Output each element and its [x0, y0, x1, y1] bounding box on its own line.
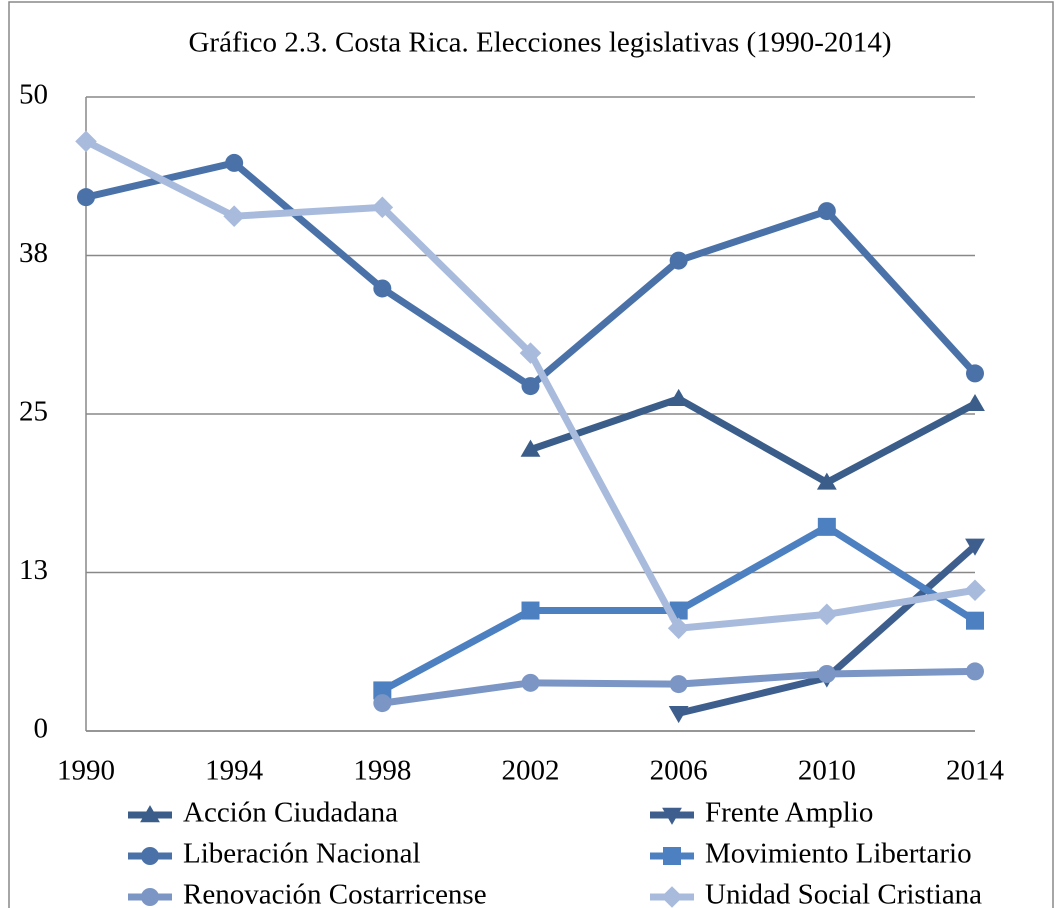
- legend-label: Frente Amplio: [705, 797, 873, 829]
- marker: [141, 888, 159, 906]
- y-tick-label: 0: [34, 713, 49, 745]
- marker: [966, 364, 984, 383]
- y-tick-label: 25: [19, 396, 48, 428]
- marker: [521, 377, 540, 396]
- marker: [521, 601, 540, 620]
- legend-label: Acción Ciudadana: [183, 797, 398, 829]
- legend-label: Liberación Nacional: [183, 838, 421, 870]
- marker: [75, 130, 97, 153]
- marker: [668, 388, 689, 406]
- marker: [667, 617, 690, 640]
- x-tick-label: 1998: [353, 755, 411, 787]
- series-line: [677, 543, 978, 717]
- marker: [223, 205, 245, 227]
- marker: [817, 202, 836, 221]
- legend-label: Unidad Social Cristiana: [705, 879, 982, 908]
- marker: [817, 664, 836, 683]
- marker: [816, 472, 837, 490]
- frame: [8, 1, 1054, 908]
- series-line: [529, 395, 977, 486]
- marker: [373, 694, 392, 713]
- marker: [966, 662, 984, 681]
- y-tick-label: 38: [19, 237, 48, 269]
- marker: [817, 517, 836, 536]
- marker: [669, 675, 688, 694]
- marker: [141, 847, 159, 865]
- marker: [371, 196, 394, 219]
- marker: [816, 603, 838, 626]
- marker: [140, 805, 160, 823]
- y-tick-label: 50: [19, 79, 48, 111]
- marker: [77, 188, 95, 207]
- x-tick-label: 2014: [946, 755, 1005, 787]
- marker: [373, 681, 392, 700]
- marker: [662, 807, 682, 825]
- marker: [965, 393, 985, 412]
- marker: [668, 706, 689, 724]
- y-tick-label: 13: [19, 554, 48, 586]
- marker: [373, 279, 392, 298]
- marker: [519, 342, 542, 364]
- legend-label: Movimiento Libertario: [705, 838, 972, 870]
- chart-title: Gráfico 2.3. Costa Rica. Elecciones legi…: [188, 27, 891, 59]
- x-tick-label: 2010: [798, 755, 856, 787]
- marker: [669, 251, 688, 270]
- marker: [521, 673, 540, 692]
- marker: [661, 886, 683, 908]
- marker: [225, 153, 244, 172]
- x-tick-label: 2002: [502, 755, 560, 787]
- marker: [966, 611, 984, 630]
- x-tick-label: 2006: [650, 755, 708, 787]
- marker: [964, 579, 986, 602]
- marker: [663, 847, 681, 865]
- marker: [965, 538, 985, 556]
- x-tick-label: 1994: [205, 755, 264, 787]
- x-tick-label: 1990: [57, 755, 115, 787]
- marker: [520, 439, 541, 457]
- legend-label: Renovación Costarricense: [183, 879, 487, 908]
